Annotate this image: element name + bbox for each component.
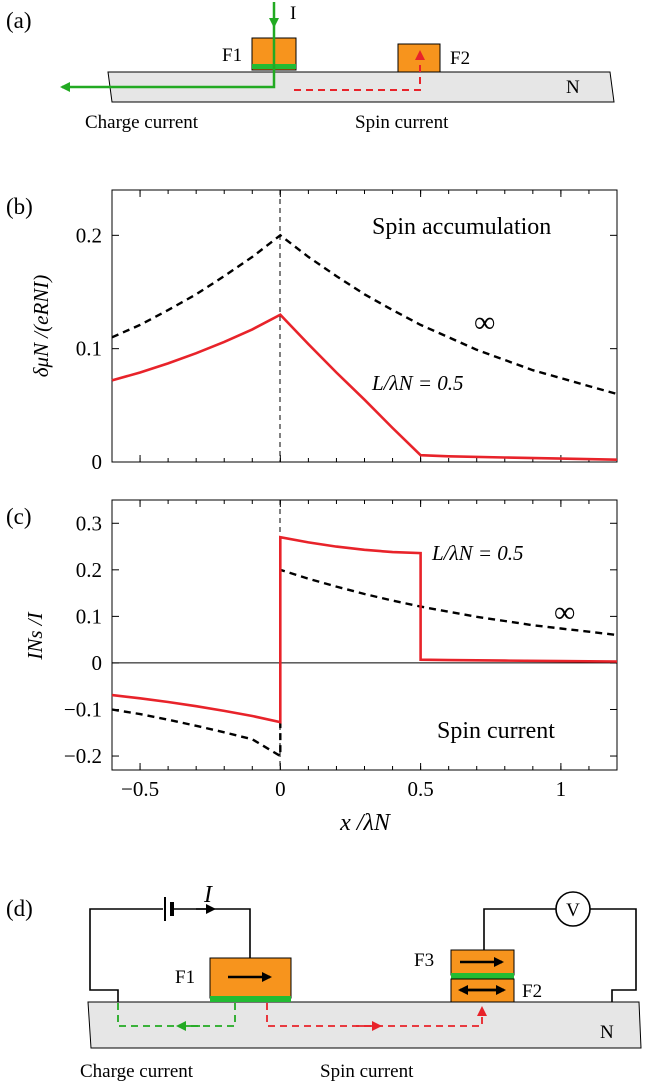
n-channel-a — [107, 71, 615, 103]
y-tick-label-b: 0.2 — [76, 223, 102, 247]
y-tick-label-b: 0 — [92, 450, 103, 474]
tick-group-b: 0 0.1 0.2 — [76, 190, 618, 474]
voltmeter-label: V — [566, 900, 580, 921]
x-tick-label-c: 0 — [275, 777, 286, 801]
spin-current-path-a — [294, 50, 425, 91]
panel-b-label: (b) — [6, 194, 33, 219]
f1-block-d — [209, 957, 292, 999]
spin-current-caption-a: Spin current — [355, 112, 449, 133]
panel-a-label: (a) — [6, 8, 32, 33]
series-label-l-c: L/λN = 0.5 — [431, 541, 524, 565]
series-label-l-b: L/λN = 0.5 — [371, 371, 464, 395]
x-tick-label-c: −0.5 — [121, 777, 159, 801]
n-channel-d — [87, 1001, 642, 1049]
n-label-d: N — [600, 1022, 614, 1043]
f1-label-d: F1 — [175, 967, 195, 988]
y-tick-label-c: 0.3 — [76, 511, 102, 535]
f3-interface-d — [451, 973, 514, 979]
y-tick-label-b: 0.1 — [76, 337, 102, 361]
panel-c-label: (c) — [6, 504, 32, 529]
panel-d: (d) N I F1 F3 F2 V Charge c — [6, 882, 642, 1082]
series-label-infinity-b: ∞ — [474, 306, 495, 339]
f2-label-a: F2 — [450, 48, 470, 69]
series-line-c-l-half — [111, 535, 618, 724]
circuit-wire-right — [590, 908, 637, 1002]
y-axis-label-c: INs /I — [23, 611, 47, 660]
circuit-wire-right-top — [483, 908, 556, 950]
y-tick-label-c: 0.2 — [76, 558, 102, 582]
series-line-b-infinity — [111, 233, 618, 396]
f3-label-d: F3 — [414, 950, 434, 971]
panel-b: (b) 0 0.1 0.2 Spin accumulation ∞ L/λN = 0… — [6, 189, 618, 474]
panel-d-label: (d) — [6, 896, 33, 921]
y-tick-label-c: 0.1 — [76, 604, 102, 628]
y-axis-label-b: δμN /(eRNI) — [29, 275, 53, 378]
f2-label-d: F2 — [522, 981, 542, 1002]
y-tick-label-c: −0.1 — [64, 697, 102, 721]
circuit-wire-left — [89, 908, 163, 1002]
series-line-c-infinity — [111, 568, 618, 759]
current-label-a: I — [290, 3, 296, 24]
series-group-b — [111, 233, 618, 461]
y-tick-label-c: −0.2 — [64, 744, 102, 768]
x-axis-label-c: x /λN — [339, 810, 392, 836]
current-label-d: I — [203, 882, 213, 908]
f1-label-a: F1 — [222, 45, 242, 66]
annotation-spin-accumulation: Spin accumulation — [372, 214, 551, 240]
charge-current-path-a — [60, 26, 276, 92]
annotation-spin-current: Spin current — [437, 718, 555, 744]
tick-group-c: −0.2 −0.1 0 0.1 0.2 0.3 −0.5 0 0.5 1 — [64, 500, 618, 801]
series-line-b-l-half — [111, 313, 618, 461]
panel-a: (a) N F1 F2 I Charge current Spin curren… — [6, 2, 615, 133]
series-label-infinity-c: ∞ — [554, 596, 575, 629]
charge-current-caption-d: Charge current — [80, 1061, 194, 1082]
spin-current-path-d — [266, 1003, 487, 1027]
n-label-a: N — [566, 77, 580, 98]
x-tick-label-c: 0.5 — [407, 777, 433, 801]
x-tick-label-c: 1 — [556, 777, 567, 801]
spin-current-caption-d: Spin current — [320, 1061, 414, 1082]
panel-c: (c) −0.2 −0.1 0 0.1 0.2 0.3 −0.5 0 0.5 1 L/λN = 0… — [6, 499, 618, 836]
circuit-wire-top — [174, 908, 251, 958]
charge-current-caption-a: Charge current — [85, 112, 199, 133]
f1-interface-d — [210, 996, 291, 1002]
series-group-c — [111, 535, 618, 759]
y-tick-label-c: 0 — [92, 651, 103, 675]
